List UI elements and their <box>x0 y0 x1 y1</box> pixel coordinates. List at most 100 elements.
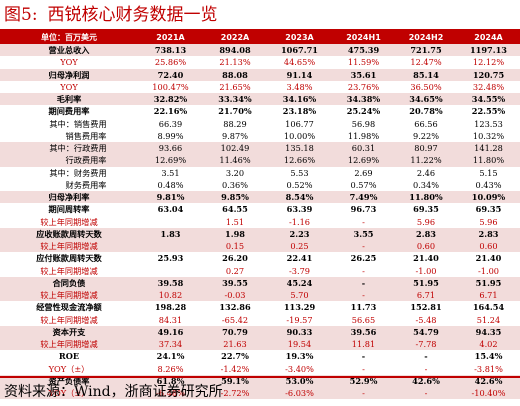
table-row: YOY 100.47% 21.65% 3.48% 23.76% 36.50% 32.48% <box>0 81 520 93</box>
cell-value: 4.02 <box>457 338 520 351</box>
figure-title: 图5: 西锐核心财务数据一览 <box>4 2 218 28</box>
cell-value: 66.39 <box>158 118 183 129</box>
cell-value: 34.16% <box>267 93 332 106</box>
row-label: 较上年同期增减 <box>0 240 138 253</box>
cell-value: 39.55 <box>203 276 267 289</box>
cell-value: 5.70 <box>267 289 332 302</box>
cell-value: 25.24% <box>346 106 381 117</box>
cell-value: 21.40 <box>475 253 502 264</box>
cell-value: 22.55% <box>471 106 506 117</box>
cell-value: -1.00 <box>478 265 499 276</box>
cell-value: 33.34% <box>203 93 267 106</box>
cell-value: -6.48% <box>138 387 203 400</box>
cell-value: 1067.71 <box>267 44 332 57</box>
cell-value: 12.12% <box>472 57 505 68</box>
cell-value: 0.25 <box>267 240 332 253</box>
cell-value: 21.40 <box>413 253 439 264</box>
cell-value: 51.24 <box>476 314 501 325</box>
row-label: 其中：行政费用 <box>0 142 138 155</box>
cell-value <box>138 240 203 253</box>
cell-value: 1.98 <box>203 227 267 240</box>
cell-value: -3.81% <box>474 363 503 374</box>
table-row: 其中：行政费用 93.66 102.49 135.18 60.31 80.97 141.28 <box>0 142 520 155</box>
table-row: 较上年同期增减 10.82 -0.03 5.70-6.71 6.71 <box>0 289 520 302</box>
table-row: 合同负债 39.58 39.55 45.24-51.95 51.95 <box>0 276 520 289</box>
header-2024a: 2024A <box>457 31 520 44</box>
cell-value: 106.77 <box>285 118 314 129</box>
cell-value: 22.7% <box>221 351 249 362</box>
row-label: 经营性现金流净额 <box>36 302 102 313</box>
cell-value: 11.98% <box>347 130 380 141</box>
row-label: 归母净利润 <box>0 68 138 81</box>
cell-value: 2.83 <box>457 227 520 240</box>
table-row: 归母净利率 9.81% 9.85% 8.54% 7.49% 11.80% 10.09% <box>0 191 520 204</box>
cell-value: 0.57% <box>350 179 377 190</box>
cell-value: 102.49 <box>203 142 267 155</box>
table-row: 较上年同期增减 1.51 -1.16 - 5.96 5.96 <box>0 216 520 228</box>
cell-value: 120.75 <box>457 68 520 81</box>
cell-value: 51.95 <box>457 276 520 289</box>
cell-value: 475.39 <box>332 44 395 57</box>
cell-value: 1.83 <box>138 227 203 240</box>
row-label: 行政费用率 <box>0 154 138 167</box>
cell-value: 738.13 <box>138 44 203 57</box>
cell-value: 0.60 <box>457 240 520 253</box>
cell-value: 5.15 <box>479 167 498 178</box>
cell-value: 93.66 <box>138 142 203 155</box>
cell-value: 132.86 <box>219 302 251 313</box>
cell-value: -19.57 <box>286 314 313 325</box>
row-label: YOY <box>60 57 78 68</box>
row-label: 财务费用率 <box>65 179 107 190</box>
cell-value: 141.28 <box>457 142 520 155</box>
cell-value: -1.00 <box>415 265 437 276</box>
row-label: 毛利率 <box>0 93 138 106</box>
table-row: 较上年同期增减 0.27 -3.79 - -1.00 -1.00 <box>0 265 520 277</box>
cell-value: 54.79 <box>395 325 457 338</box>
cell-value: - <box>332 276 395 289</box>
cell-value: 56.98 <box>351 118 376 129</box>
cell-value: 69.35 <box>475 204 502 215</box>
cell-value: 6.71 <box>457 289 520 302</box>
cell-value: 36.50% <box>410 81 442 92</box>
cell-value: 96.73 <box>350 204 377 215</box>
cell-value: 32.48% <box>472 81 505 92</box>
cell-value: 72.40 <box>138 68 203 81</box>
cell-value: 100.47% <box>152 81 189 92</box>
cell-value: 94.35 <box>457 325 520 338</box>
row-label: 较上年同期增减 <box>0 289 138 302</box>
cell-value: - <box>362 216 365 227</box>
cell-value: 9.85% <box>203 191 267 204</box>
row-label: 期间周转率 <box>48 204 90 215</box>
figure-number: 图5: <box>4 5 38 25</box>
cell-value: 11.73 <box>350 302 377 313</box>
cell-value: 20.78% <box>409 106 443 117</box>
cell-value: 22.41 <box>286 253 313 264</box>
row-label: 营业总收入 <box>0 44 138 57</box>
cell-value: - <box>361 351 366 362</box>
header-2024h2: 2024H2 <box>395 31 457 44</box>
cell-value: 26.25 <box>350 253 377 264</box>
table-row: 营业总收入 738.13 894.08 1067.71 475.39 721.75 1197… <box>0 44 520 57</box>
cell-value: 164.54 <box>472 302 505 313</box>
cell-value: 3.48% <box>286 81 313 92</box>
cell-value: 34.38% <box>332 93 395 106</box>
table-row: 销售费用率 8.99% 9.87% 10.00% 11.98% 9.22% 10.32% <box>0 130 520 142</box>
cell-value: 11.80% <box>395 191 457 204</box>
cell-value: 8.99% <box>157 130 184 141</box>
cell-value: 11.22% <box>395 154 457 167</box>
cell-value: 135.18 <box>267 142 332 155</box>
cell-value: 21.13% <box>219 57 251 68</box>
table-row: 应付账款周转天数 25.93 26.20 22.41 26.25 21.40 21.40 <box>0 252 520 264</box>
table-row: YOY（±） -6.48% -2.72% -6.03% - - -10.40% <box>0 387 520 400</box>
cell-value: - <box>332 289 395 302</box>
row-label: 合同负债 <box>0 276 138 289</box>
cell-value <box>138 265 203 277</box>
cell-value: 49.16 <box>138 325 203 338</box>
cell-value: - <box>332 240 395 253</box>
cell-value: 2.69 <box>354 167 373 178</box>
cell-value: 5.53 <box>290 167 309 178</box>
cell-value: 21.65% <box>219 81 251 92</box>
cell-value: 12.69% <box>332 154 395 167</box>
cell-value: 2.23 <box>267 227 332 240</box>
row-label: 较上年同期增减 <box>40 265 98 276</box>
